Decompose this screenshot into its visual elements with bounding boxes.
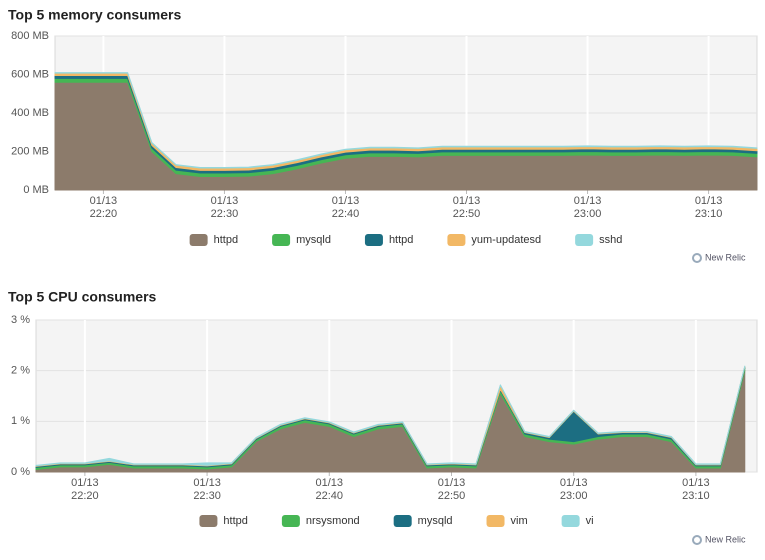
y-tick-label: 600 MB (11, 68, 49, 80)
y-tick-label: 1 % (11, 415, 30, 427)
legend-swatch (486, 515, 505, 527)
y-tick-label: 0 MB (23, 184, 49, 196)
credit: New Relic (705, 252, 746, 262)
x-tick-label: 01/13 22:20 (71, 477, 99, 502)
legend-swatch (364, 234, 383, 246)
y-tick-label: 0 % (11, 466, 30, 478)
y-tick-label: 3 % (11, 314, 30, 326)
area (54, 72, 758, 169)
area (35, 365, 746, 467)
legend-label: mysqld (296, 234, 331, 246)
legend-label: yum-updatesd (471, 234, 541, 246)
x-tick-label: 01/13 22:30 (193, 477, 221, 502)
legend-swatch (575, 234, 594, 246)
x-tick-label: 01/13 22:30 (210, 195, 239, 220)
legend-swatch (281, 515, 300, 527)
x-tick-label: 01/13 22:40 (315, 477, 344, 502)
legend-label: vi (586, 515, 594, 527)
x-tick-label: 01/13 23:10 (694, 195, 723, 220)
y-tick-label: 2 % (11, 365, 30, 377)
x-tick-label: 01/13 23:00 (559, 477, 588, 502)
legend-label: httpd (223, 515, 247, 527)
legend-swatch (561, 515, 580, 527)
legend-label: httpd (389, 234, 413, 246)
y-tick-label: 400 MB (11, 107, 49, 119)
x-tick-label: 01/13 23:10 (682, 477, 710, 502)
credit: New Relic (705, 534, 746, 544)
legend: httpd nrsysmond mysqld vim vi (199, 515, 594, 527)
legend-label: httpd (214, 234, 238, 246)
legend-label: nrsysmond (306, 515, 360, 527)
legend-label: sshd (599, 234, 622, 246)
legend-swatch (189, 234, 208, 246)
x-tick-label: 01/13 22:40 (331, 195, 360, 220)
legend-label: vim (511, 515, 528, 527)
x-tick-label: 01/13 22:50 (452, 195, 481, 220)
legend-swatch (272, 234, 291, 246)
legend: httpd mysqld httpd yum-updatesd sshd (189, 234, 622, 246)
credit-logo (692, 535, 702, 545)
legend-swatch (199, 515, 218, 527)
chart-title: Top 5 memory consumers (8, 7, 181, 23)
y-tick-label: 800 MB (11, 30, 49, 42)
y-tick-label: 200 MB (11, 145, 49, 157)
chart-title: Top 5 CPU consumers (8, 289, 157, 305)
x-tick-label: 01/13 23:00 (573, 195, 602, 220)
x-tick-label: 01/13 22:20 (89, 195, 118, 220)
legend-label: mysqld (418, 515, 453, 527)
credit-logo (692, 253, 702, 263)
legend-swatch (393, 515, 412, 527)
legend-swatch (447, 234, 466, 246)
x-tick-label: 01/13 22:50 (437, 477, 466, 502)
